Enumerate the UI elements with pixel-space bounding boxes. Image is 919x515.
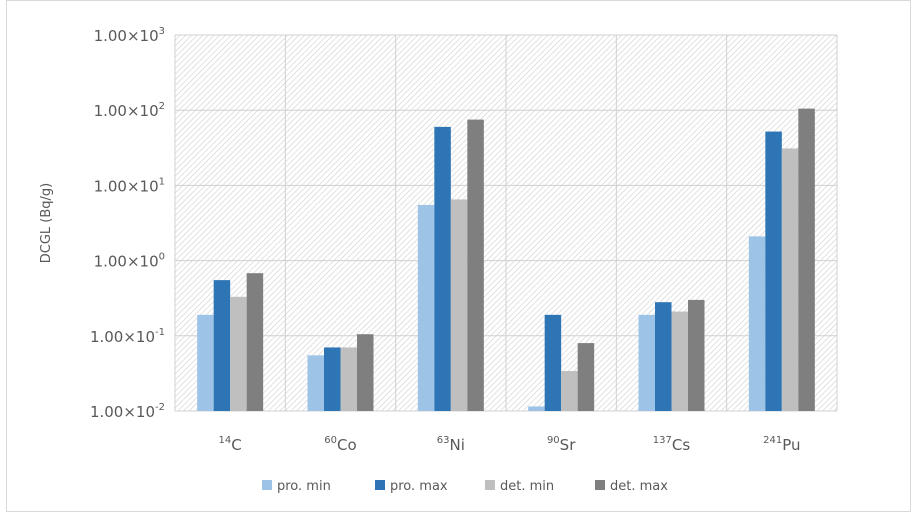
x-tick-label: 137Cs [653, 435, 691, 454]
legend-label: det. min [500, 479, 554, 494]
legend-label: det. max [610, 479, 668, 494]
x-tick-label: 60Co [324, 435, 356, 454]
bar-det-max-c [246, 273, 264, 411]
bar-pro-min-pu [748, 236, 766, 411]
x-axis-ticks: 14C 60Co 63Ni 90Sr 137Cs 241Pu [219, 435, 801, 454]
bar-pro-max-co [324, 347, 341, 411]
legend-swatch [595, 480, 605, 490]
x-tick-label: 63Ni [437, 435, 465, 454]
bar-pro-max-cs [655, 302, 672, 411]
y-tick-label: 1.00×102 [94, 101, 165, 120]
bar-det-min-cs [671, 311, 688, 411]
bars [197, 108, 815, 412]
bar-det-min-co [340, 347, 357, 411]
y-tick-label: 1.00×10-1 [90, 327, 165, 346]
bar-pro-max-pu [765, 131, 782, 411]
y-tick-label: 1.00×10-2 [90, 402, 165, 421]
bar-pro-min-ni [417, 204, 435, 411]
bar-det-min-c [230, 296, 247, 411]
gridlines [174, 34, 838, 412]
bar-det-min-pu [781, 148, 799, 412]
bar-det-max-ni [467, 119, 484, 411]
bar-pro-max-c [213, 280, 231, 411]
bar-pro-max-ni [434, 126, 451, 411]
bar-det-min-sr [561, 371, 578, 411]
x-tick-label: 241Pu [763, 435, 800, 454]
y-axis-label: DCGL (Bq/g) [39, 183, 54, 263]
bar-det-max-sr [577, 343, 595, 411]
bar-pro-min-c [197, 314, 214, 411]
legend-swatch [485, 480, 495, 490]
bar-det-max-pu [798, 108, 815, 411]
legend-label: pro. min [277, 479, 331, 494]
bar-det-max-co [357, 334, 374, 411]
x-tick-label: 14C [219, 435, 242, 454]
bar-pro-min-sr [528, 406, 545, 411]
bar-pro-min-cs [638, 314, 655, 411]
y-tick-label: 1.00×101 [94, 176, 165, 195]
legend-swatch [262, 480, 272, 490]
bar-pro-max-sr [544, 314, 562, 411]
y-tick-label: 1.00×103 [94, 26, 165, 45]
legend-label: pro. max [390, 479, 448, 494]
legend-swatch [375, 480, 385, 490]
y-axis-ticks: 1.00×10-2 1.00×10-1 1.00×100 1.00×101 1.00×1… [90, 26, 165, 421]
x-tick-label: 90Sr [547, 435, 576, 454]
legend: pro. min pro. max det. min det. max [262, 479, 668, 494]
bar-det-max-cs [688, 299, 705, 411]
bar-pro-min-co [307, 355, 324, 411]
y-tick-label: 1.00×100 [94, 252, 165, 271]
bar-det-min-ni [450, 199, 468, 411]
